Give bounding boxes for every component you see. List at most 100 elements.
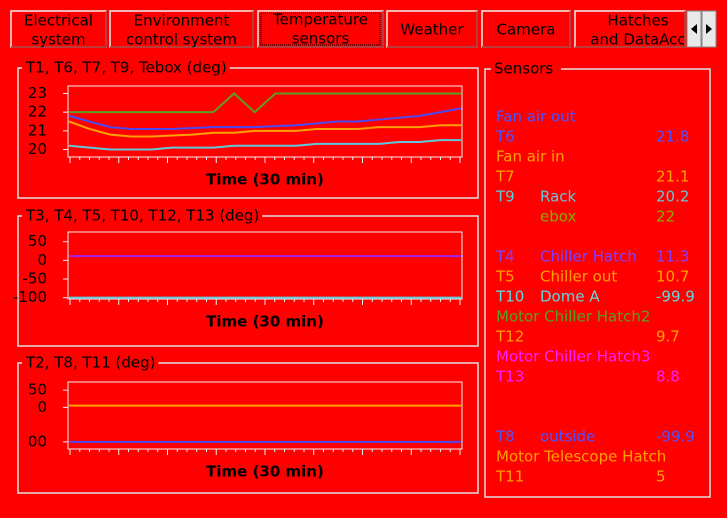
tab-shadow [387,11,478,48]
y-tick-label: 00 [28,432,47,450]
sensor-value: 9.7 [656,328,680,346]
tab-shadow [258,11,384,48]
y-tick-label: 23 [28,84,47,102]
panel-frame [484,68,711,498]
sensor-value: 20.2 [656,188,689,206]
panel-frame [17,67,479,199]
tab-button[interactable] [109,10,254,48]
sensor-name: Chiller Hatch [540,248,637,266]
sensor-id: T13 [495,368,524,386]
y-tick-label: 0 [37,251,47,269]
arrow-right [706,24,712,34]
sensor-value: 21.1 [656,168,689,186]
tab-label: control system [126,31,237,49]
y-tick-label: 50 [28,232,47,250]
y-tick-label: 0 [37,398,47,416]
y-tick-label: 22 [28,103,47,121]
sensor-name: Rack [540,188,577,206]
sensor-name: Dome A [540,288,600,306]
data-line [68,120,461,138]
tab-label: Environment [134,12,230,30]
sensor-id: T11 [495,468,524,486]
data-line [68,107,462,130]
y-tick-label: -50 [23,270,48,288]
title-bg [22,59,230,77]
sensor-heading: Motor Telescope Hatch [496,448,666,466]
tab[interactable]: Camera [481,10,571,48]
y-tick-label: 50 [28,381,47,399]
tab-label: system [31,31,85,49]
sensor-id: T5 [495,268,515,286]
title-bg [22,207,263,225]
tab-button[interactable] [481,10,571,48]
x-axis-label: Time (30 min) [206,463,324,481]
tab-shadow [575,11,686,48]
x-axis-label: Time (30 min) [206,313,324,331]
tab-shadow [110,11,254,48]
plot-area [67,381,463,450]
sensor-value: 21.8 [656,128,689,146]
tab-shadow [482,11,571,48]
sensor-id: T6 [495,128,515,146]
tab-button[interactable] [257,10,384,48]
sensor-heading: Motor Chiller Hatch2 [496,308,650,326]
x-axis-label: Time (30 min) [206,171,324,189]
chart-title: T1, T6, T7, T9, Tebox (deg) [25,59,227,77]
tab-shadow [11,11,107,48]
tab-focus [260,12,381,46]
tab-label: Electrical [24,12,93,30]
tab-label: sensors [292,30,350,48]
tab-button[interactable] [574,10,686,48]
sensor-value: 22 [656,208,675,226]
sensor-value: -99.9 [656,428,695,446]
sensor-id: T7 [495,168,515,186]
tab-label: Camera [497,21,556,39]
chart-title: T2, T8, T11 (deg) [25,354,155,372]
sensor-name: outside [540,428,595,446]
title-bg [491,60,561,78]
tab-button[interactable] [386,10,478,48]
sensor-id: T10 [495,288,524,306]
arrow-left [691,24,697,34]
sensor-value: 10.7 [656,268,689,286]
tab-label: and DataAcc [590,31,685,49]
data-line [68,139,461,151]
sensor-heading: Fan air in [496,148,565,166]
tab-label: Temperature [272,11,368,29]
sensor-name: Chiller out [540,268,617,286]
panel-title: Sensors [494,60,553,78]
tab-scroll[interactable] [686,10,717,48]
sensor-value: 11.3 [656,248,689,266]
sensor-id: T9 [495,188,515,206]
sensor-id: T8 [495,428,515,446]
y-tick-label: 21 [28,121,47,139]
sensor-value: -99.9 [656,288,695,306]
chart-title: T3, T4, T5, T10, T12, T13 (deg) [25,207,259,225]
sensor-heading: Fan air out [496,108,576,126]
chart-panel: T3, T4, T5, T10, T12, T13 (deg) 500-50-10… [13,207,479,347]
sensor-name: ebox [540,208,576,226]
sensor-id: T4 [495,248,515,266]
title-bg [22,354,159,372]
plot-area [67,231,463,300]
y-tick-label: 20 [28,140,47,158]
tab[interactable]: Weather [386,10,478,48]
tab-button[interactable] [10,10,107,48]
tab-label: Hatches [607,12,668,30]
sensor-value: 5 [656,468,666,486]
sensor-value: 8.8 [656,368,680,386]
sensor-heading: Motor Chiller Hatch3 [496,348,650,366]
panel-frame [17,362,479,494]
sensors-panel: Sensors Fan air out T6 21.8 Fan air in T7 21.… [484,60,711,498]
sensor-id: T12 [495,328,524,346]
